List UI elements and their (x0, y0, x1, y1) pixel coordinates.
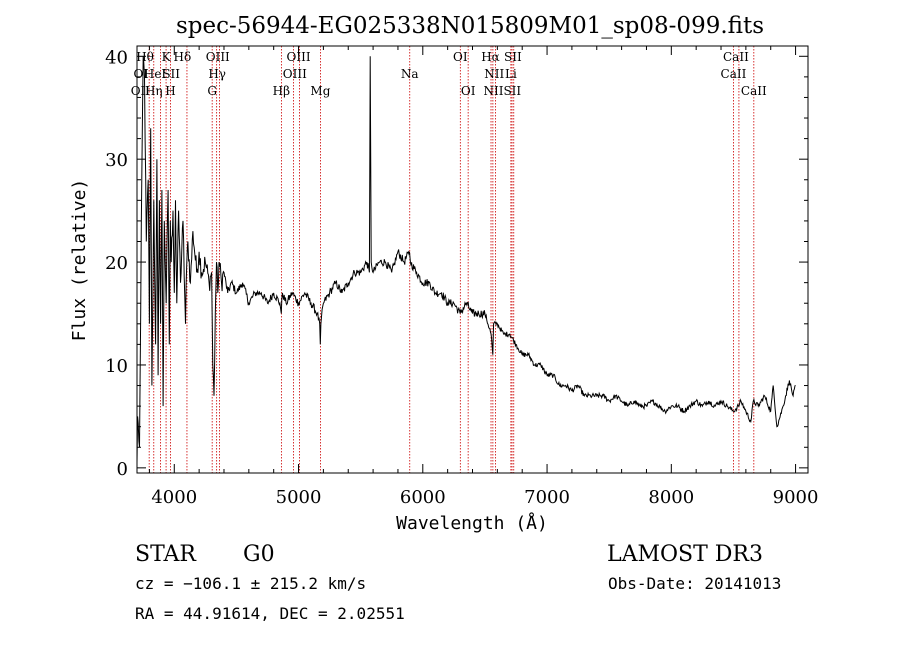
object-subclass: G0 (243, 542, 275, 567)
spectral-line-markers (148, 46, 755, 473)
x-tick-label: 5000 (276, 487, 322, 508)
y-tick-labels: 0 10 20 30 40 (105, 47, 128, 480)
line-label: Hβ (273, 84, 290, 98)
x-tick-label: 7000 (524, 487, 570, 508)
survey-name: LAMOST DR3 (607, 542, 763, 567)
y-tick-label: 40 (105, 47, 128, 68)
line-label: CaII (723, 50, 749, 64)
chart-title: spec-56944-EG025338N015809M01_sp08-099.f… (176, 13, 764, 39)
y-tick-label: 30 (105, 150, 128, 171)
observation-date: Obs-Date: 20141013 (608, 574, 781, 593)
axis-ticks (137, 46, 808, 473)
line-label: Mg (310, 84, 330, 98)
line-label: Hθ (136, 50, 154, 64)
x-axis-label: Wavelength (Å) (396, 512, 548, 534)
coordinates: RA = 44.91614, DEC = 2.02551 (135, 604, 405, 623)
line-label: OI (453, 50, 468, 64)
x-tick-labels: 4000 5000 6000 7000 8000 9000 (151, 487, 818, 508)
line-label: Hδ (174, 50, 192, 64)
line-label: OII (131, 84, 151, 98)
y-tick-label: 20 (105, 253, 128, 274)
line-label: Hα (481, 50, 500, 64)
line-label: NII (484, 67, 504, 81)
y-tick-label: 10 (105, 356, 128, 377)
line-label: Li (505, 67, 517, 81)
line-label: K (162, 50, 172, 64)
x-tick-label: 9000 (773, 487, 819, 508)
line-label: G (207, 84, 217, 98)
line-label: CaII (721, 67, 747, 81)
line-label: Hγ (208, 67, 226, 81)
spectrum-line (136, 56, 796, 463)
y-tick-label: 0 (117, 459, 128, 480)
line-label: H (165, 84, 175, 98)
x-tick-label: 4000 (151, 487, 197, 508)
plot-frame (136, 45, 809, 474)
object-class: STAR (135, 542, 197, 567)
line-label: OIII (283, 67, 307, 81)
line-label: NIISII (483, 84, 521, 98)
line-label: Na (401, 67, 419, 81)
line-label: OI (461, 84, 476, 98)
line-label: CaII (741, 84, 767, 98)
redshift-velocity: cz = −106.1 ± 215.2 km/s (135, 574, 366, 593)
line-label: HeI (144, 67, 167, 81)
line-label: SII (504, 50, 522, 64)
x-tick-label: 8000 (648, 487, 694, 508)
line-label: SII (162, 67, 180, 81)
line-label: OIII (287, 50, 311, 64)
line-label: OIII (206, 50, 230, 64)
x-tick-label: 6000 (400, 487, 446, 508)
line-label: Hη (145, 84, 163, 98)
y-axis-label: Flux (relative) (69, 179, 90, 342)
